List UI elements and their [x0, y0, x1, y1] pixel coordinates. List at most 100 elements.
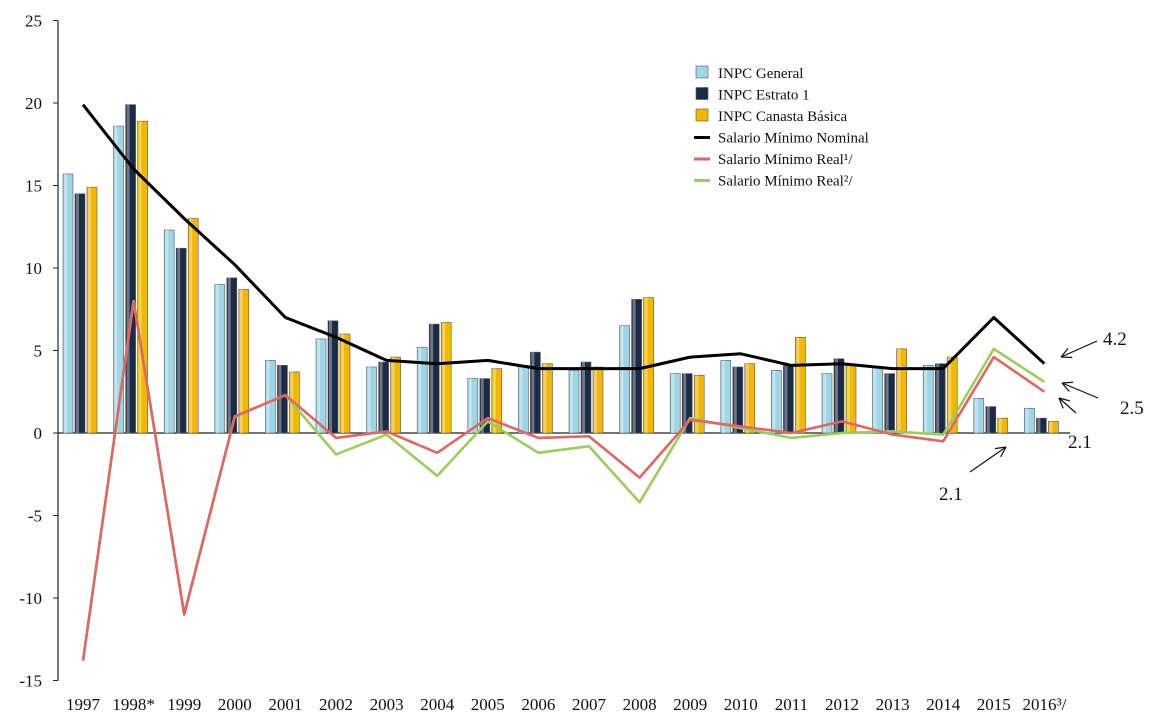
bar-highlight — [266, 360, 269, 433]
bar-highlight — [317, 339, 320, 433]
bar-highlight — [418, 347, 421, 433]
bar-highlight — [127, 105, 130, 433]
bar-highlight — [975, 398, 978, 433]
bar-highlight — [380, 362, 383, 433]
bar-highlight — [228, 278, 231, 433]
bar-highlight — [671, 374, 674, 433]
bar-highlight — [368, 367, 371, 433]
bar-highlight — [341, 334, 344, 433]
axes — [53, 21, 1070, 681]
x-tick-label: 2009 — [673, 695, 707, 714]
x-tick-label: 2002 — [319, 695, 353, 714]
y-tick-label: 15 — [25, 177, 42, 196]
annotation-arrow — [1061, 341, 1097, 357]
annotations: 4.2 2.5 2.1 2.1 — [939, 329, 1144, 505]
x-tick-label: 2013 — [876, 695, 910, 714]
x-tick-label: 2010 — [724, 695, 758, 714]
bar-highlight — [898, 349, 901, 433]
x-tick-label: 2004 — [420, 695, 455, 714]
x-tick-label: 2014 — [926, 695, 961, 714]
legend-swatch — [696, 109, 708, 121]
annotation-label: 4.2 — [1103, 329, 1127, 350]
legend-label: Salario Mínimo Real²/ — [718, 174, 853, 190]
legend-swatch — [696, 88, 708, 100]
bar-highlight — [633, 299, 636, 433]
x-tick-label: 2011 — [775, 695, 808, 714]
bar-highlight — [1025, 408, 1028, 433]
bar-highlight — [469, 379, 472, 433]
y-tick-label: 25 — [25, 12, 42, 31]
bar-highlight — [874, 367, 877, 433]
x-tick-label: 2007 — [572, 695, 607, 714]
bar-highlight — [329, 321, 332, 433]
bar-highlight — [216, 285, 219, 434]
y-tick-label: -15 — [19, 672, 42, 691]
x-tick-label: 2008 — [623, 695, 657, 714]
bar-highlight — [784, 365, 787, 433]
annotation-arrowhead — [1062, 382, 1073, 383]
legend: INPC General INPC Estrato 1 INPC Canasta B… — [694, 66, 869, 190]
bar-highlight — [621, 326, 624, 433]
x-tick-label: 2000 — [218, 695, 252, 714]
bar-highlight — [442, 322, 445, 433]
y-tick-label: 5 — [34, 342, 43, 361]
bar-highlight — [999, 418, 1002, 433]
legend-label: INPC General — [718, 66, 803, 82]
bar-highlight — [746, 364, 749, 433]
bar-highlight — [115, 126, 118, 433]
bar-highlight — [165, 230, 168, 433]
bar-highlight — [886, 374, 889, 433]
annotation-label: 2.5 — [1120, 398, 1144, 419]
bar-highlight — [88, 187, 91, 433]
annotation-label: 2.1 — [1068, 432, 1092, 453]
x-tick-label: 2006 — [521, 695, 555, 714]
bar-highlight — [430, 324, 433, 433]
bar-highlight — [796, 337, 799, 433]
y-tick-label: 10 — [25, 259, 42, 278]
annotation-arrowhead — [1061, 357, 1072, 358]
bar-highlight — [594, 367, 597, 433]
bar-highlight — [924, 365, 927, 433]
bar-highlight — [695, 375, 698, 433]
bar-highlight — [519, 365, 522, 433]
x-tick-label: 2005 — [471, 695, 505, 714]
bars — [63, 105, 1058, 433]
bar-highlight — [570, 370, 573, 433]
y-tick-label: -10 — [19, 589, 42, 608]
bar-highlight — [1037, 418, 1040, 433]
bar-highlight — [531, 352, 534, 433]
x-tick-labels: 1997 1998* 1999 2000 2001 2002 2003 2004 2005 200… — [66, 695, 1067, 714]
x-tick-label: 1998* — [112, 695, 155, 714]
bar-highlight — [177, 248, 180, 433]
bar-highlight — [543, 364, 546, 433]
bar-highlight — [189, 219, 192, 434]
legend-label: INPC Estrato 1 — [718, 88, 810, 104]
y-tick-label: 20 — [25, 94, 42, 113]
x-tick-label: 1999 — [167, 695, 201, 714]
bar-highlight — [772, 370, 775, 433]
bar-highlight — [936, 364, 939, 433]
annotation-label: 2.1 — [939, 484, 963, 505]
legend-label: INPC Canasta Básica — [718, 109, 847, 125]
bar-highlight — [987, 407, 990, 433]
legend-swatch — [696, 66, 708, 78]
bar-highlight — [1049, 421, 1052, 433]
bar-highlight — [722, 360, 725, 433]
bar-highlight — [240, 289, 243, 433]
bar-highlight — [76, 194, 79, 433]
bar-highlight — [734, 367, 737, 433]
x-tick-label: 2001 — [268, 695, 302, 714]
bar-highlight — [392, 357, 395, 433]
legend-label: Salario Mínimo Nominal — [718, 131, 869, 147]
bar-highlight — [64, 174, 67, 433]
x-tick-label: 2015 — [977, 695, 1011, 714]
x-tick-label: 2003 — [370, 695, 404, 714]
bar-highlight — [582, 362, 585, 433]
x-tick-label: 2012 — [825, 695, 859, 714]
y-tick-label: 0 — [34, 424, 43, 443]
legend-label: Salario Mínimo Real¹/ — [718, 152, 853, 168]
x-tick-label: 2016³/ — [1022, 695, 1066, 714]
annotation-arrow — [1062, 383, 1098, 398]
y-tick-label: -5 — [28, 507, 42, 526]
